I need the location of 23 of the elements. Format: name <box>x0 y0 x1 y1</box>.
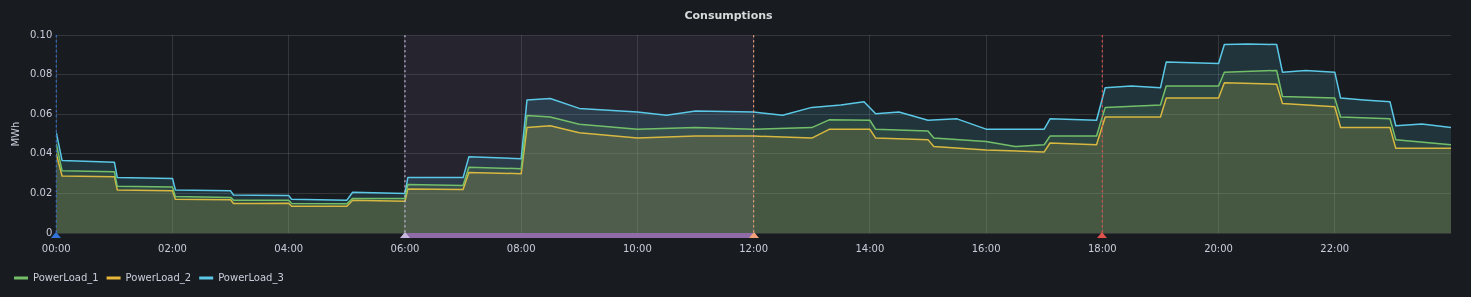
y-tick-label: 0.06 <box>30 107 53 119</box>
legend-label: PowerLoad_2 <box>125 271 192 284</box>
y-tick-label: 0.10 <box>30 28 53 40</box>
x-tick-label: 00:00 <box>41 242 71 254</box>
y-tick-label: 0 <box>45 226 53 238</box>
legend-label: PowerLoad_3 <box>218 271 284 284</box>
y-axis-title: MWh <box>9 121 21 147</box>
legend-label: PowerLoad_1 <box>33 271 99 284</box>
x-tick-label: 12:00 <box>739 242 769 254</box>
y-tick-label: 0.04 <box>30 147 53 159</box>
x-tick-label: 04:00 <box>274 242 304 254</box>
x-tick-label: 06:00 <box>390 242 420 254</box>
x-tick-label: 10:00 <box>622 242 652 254</box>
x-tick-label: 22:00 <box>1320 242 1350 254</box>
x-tick-label: 20:00 <box>1204 242 1233 254</box>
y-tick-label: 0.02 <box>30 187 53 199</box>
x-tick-label: 16:00 <box>971 242 1001 254</box>
x-tick-label: 02:00 <box>158 242 187 254</box>
x-tick-label: 08:00 <box>506 242 536 254</box>
x-tick-label: 18:00 <box>1087 242 1117 254</box>
y-tick-label: 0.08 <box>30 68 53 80</box>
chart-title: Consumptions <box>684 9 774 23</box>
x-tick-label: 14:00 <box>855 242 885 254</box>
